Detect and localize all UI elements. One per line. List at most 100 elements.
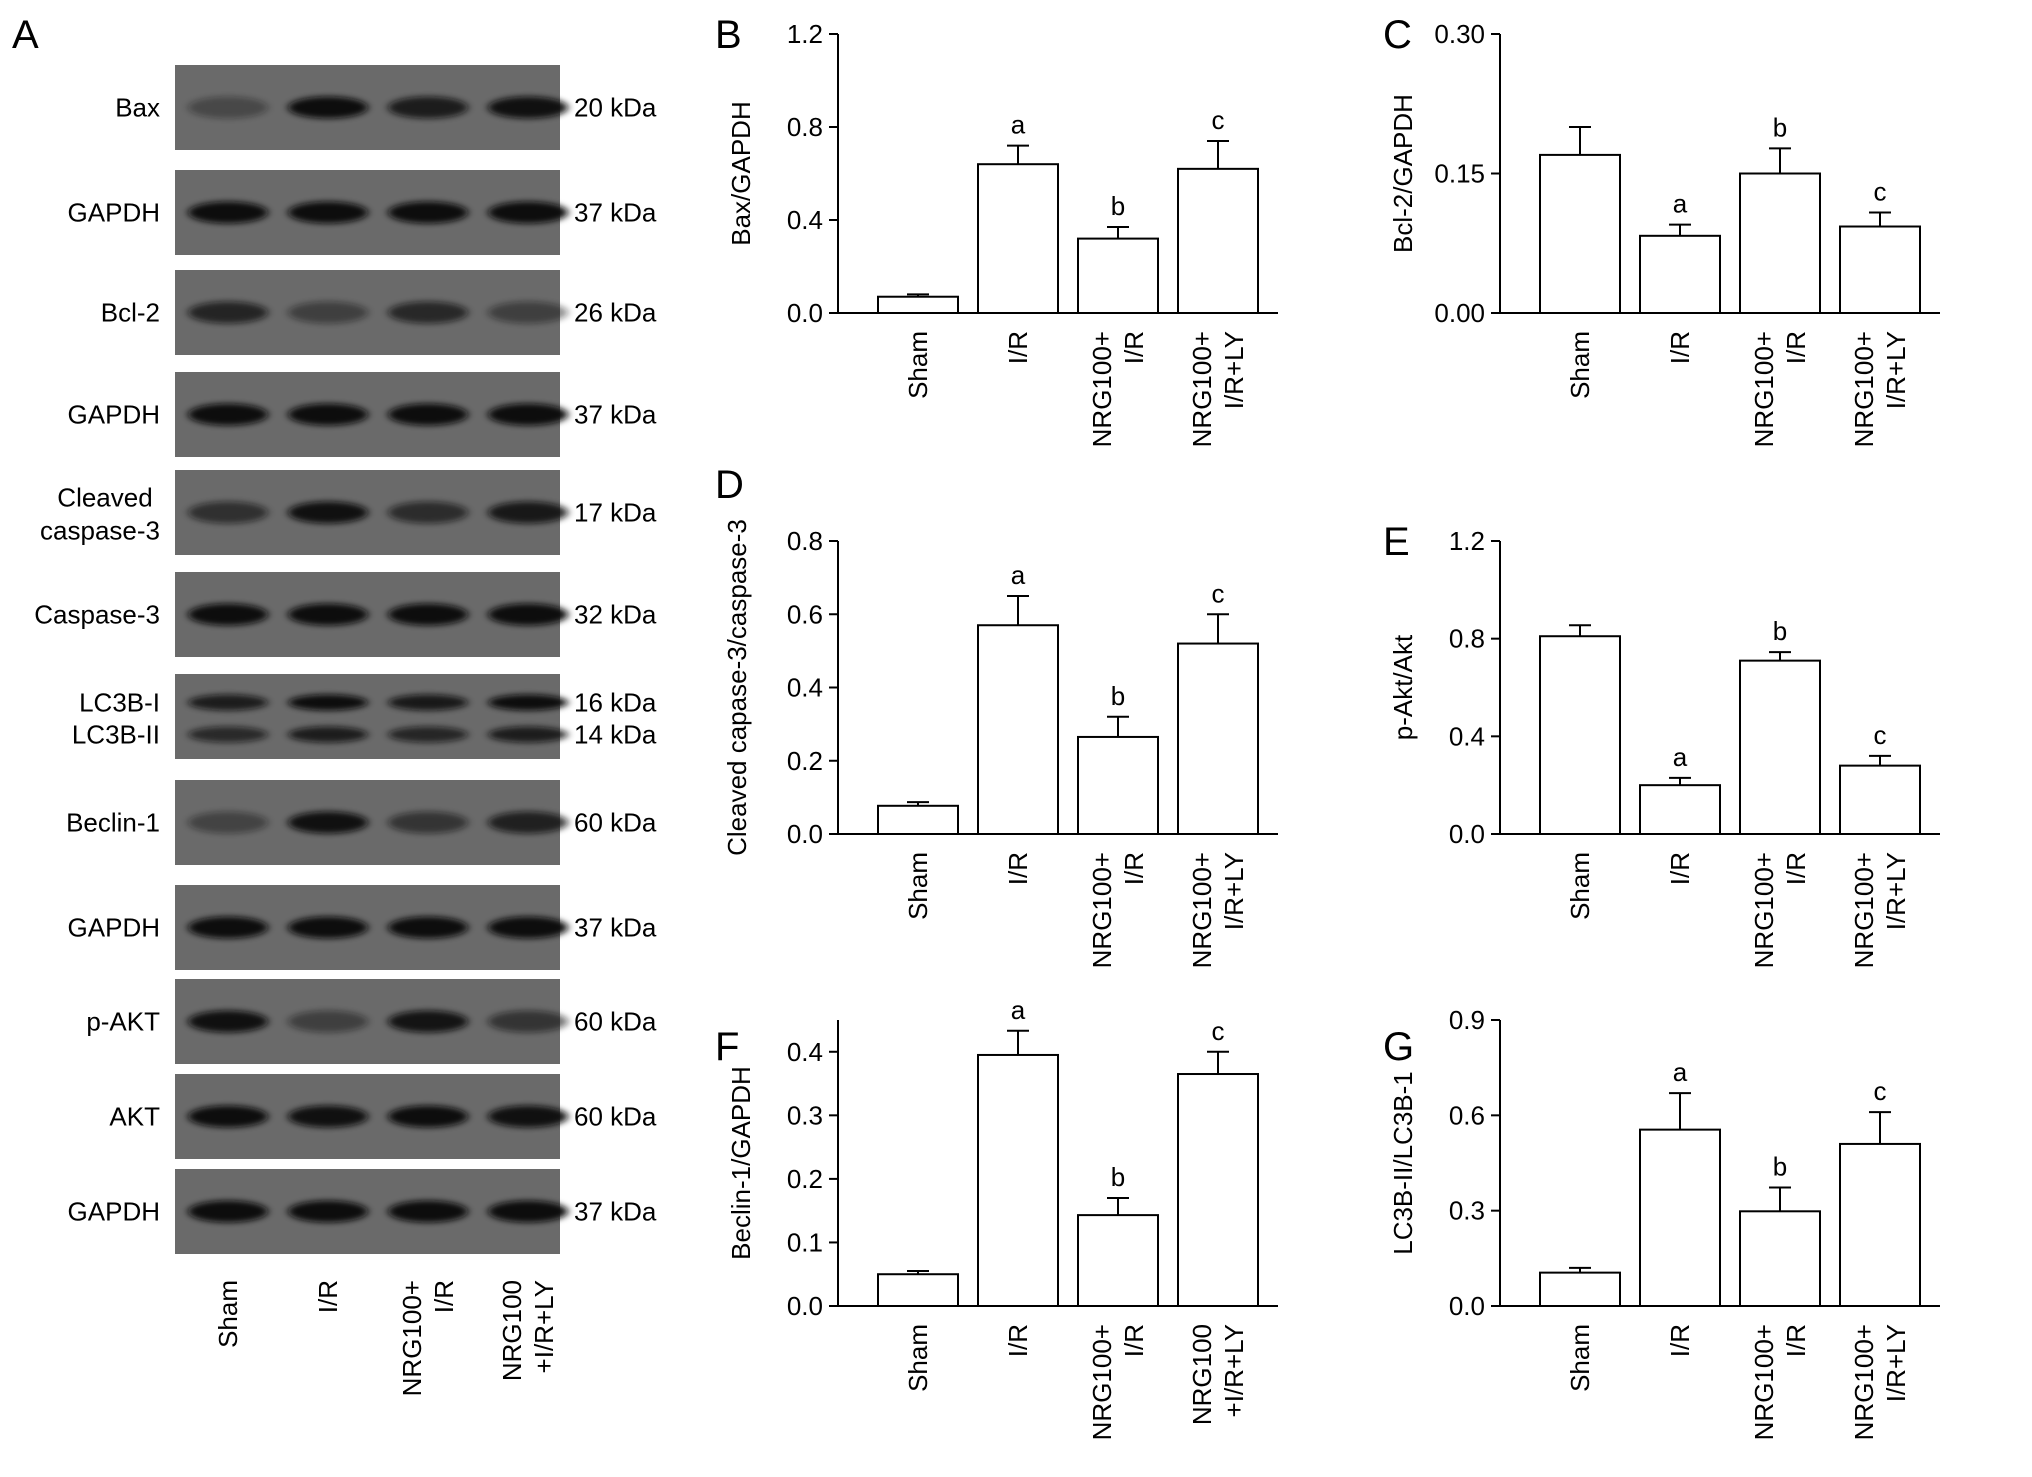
blot-mw-label: 60 kDa [574,1007,657,1037]
y-tick-label: 0.6 [1449,1100,1485,1130]
panel-label: F [715,1025,739,1069]
blot-band [188,201,268,224]
x-category-label: I/R [1665,852,1695,885]
x-category-label: NRG100+ [1849,852,1879,968]
bar [877,804,959,836]
western-blot-panel: Bax 20 kDa GAPDH 37 kDa Bcl-2 26 kDa GAPDH 37 k… [34,65,657,1396]
blot-band [188,694,268,711]
blot-row-label: GAPDH [68,198,160,228]
x-category-label: I/R [1119,852,1149,885]
x-category-label: I/R [1003,1324,1033,1357]
bar [1739,1210,1821,1308]
panel-label: G [1383,1025,1414,1069]
bar [1839,764,1921,836]
y-axis-label: Bcl-2/GAPDH [1388,94,1418,253]
blot-strip [175,470,568,555]
blot-band [288,301,368,324]
significance-label: a [1011,110,1026,140]
y-tick-label: 0.0 [1449,1291,1485,1321]
y-tick-label: 0.0 [787,298,823,328]
bar [1077,1214,1159,1308]
blot-strip [175,170,568,255]
blot-row-label: LC3B-I [79,688,160,718]
blot-mw-label: 60 kDa [574,808,657,838]
x-category-label: I/R+LY [1219,331,1249,409]
blot-mw-label: 37 kDa [574,400,657,430]
blot-band [188,916,268,939]
blot-band [388,201,468,224]
bar [1639,784,1721,836]
blot-row-label: Beclin-1 [66,808,160,838]
y-tick-label: 0.8 [787,526,823,556]
chart-panel-g: G 0.0 0.3 0.6 0.9 LC3B-II/LC3B-1 Sham a I/R b NRG1… [1383,1005,1940,1440]
x-category-label: I/R+LY [1881,1324,1911,1402]
y-tick-label: 1.2 [1449,526,1485,556]
blot-mw-label: 37 kDa [574,198,657,228]
blot-row-label: Caspase-3 [34,600,160,630]
blot-row-label: caspase-3 [40,516,160,546]
blot-band [388,1200,468,1223]
y-tick-label: 0.30 [1434,19,1485,49]
blot-band [288,1200,368,1223]
bar [1539,153,1621,314]
blot-lane-label: NRG100+ [397,1280,427,1396]
y-axis-label: Beclin-1/GAPDH [726,1066,756,1260]
blot-band [488,811,568,834]
x-category-label: I/R [1781,852,1811,885]
blot-mw-label: 17 kDa [574,498,657,528]
x-category-label: I/R [1781,331,1811,364]
significance-label: c [1212,1016,1225,1046]
bar [1739,172,1821,314]
x-category-label: I/R+LY [1881,331,1911,409]
blot-band [488,403,568,426]
blot-band [188,301,268,324]
blot-background [175,674,560,759]
significance-label: a [1011,995,1026,1025]
blot-strip [175,1074,568,1159]
panel-label: D [715,463,744,507]
blot-row-label: GAPDH [68,400,160,430]
y-tick-label: 0.0 [1449,819,1485,849]
blot-band [188,403,268,426]
blot-band [488,603,568,626]
blot-band [388,603,468,626]
significance-label: a [1673,1057,1688,1087]
x-category-label: Sham [1565,1324,1595,1392]
y-tick-label: 0.4 [787,673,823,703]
y-tick-label: 0.2 [787,746,823,776]
blot-band [388,96,468,119]
x-category-label: NRG100+ [1087,852,1117,968]
x-category-label: I/R [1003,331,1033,364]
x-category-label: Sham [1565,852,1595,920]
blot-band [288,201,368,224]
blot-band [288,501,368,524]
x-category-label: Sham [903,1324,933,1392]
x-category-label: NRG100+ [1087,331,1117,447]
bar [1077,237,1159,315]
blot-mw-label: 20 kDa [574,93,657,123]
blot-band [488,694,568,711]
y-tick-label: 0.0 [787,1291,823,1321]
blot-row-label: Bax [115,93,160,123]
x-category-label: +I/R+LY [1219,1324,1249,1417]
blot-row-label: Cleaved [57,483,152,513]
blot-band [288,96,368,119]
blot-mw-label: 16 kDa [574,688,657,718]
chart-panel-c: C 0.00 0.15 0.30 Bcl-2/GAPDH Sham a I/R b NRG100+… [1383,13,1940,447]
blot-band [288,916,368,939]
x-category-label: Sham [903,331,933,399]
blot-band [188,1010,268,1033]
blot-lane-label: I/R [313,1280,343,1313]
blot-strip [175,65,568,150]
blot-band [488,916,568,939]
bar [1177,1073,1259,1307]
blot-band [488,301,568,324]
significance-label: c [1874,177,1887,207]
x-category-label: I/R [1781,1324,1811,1357]
blot-lane-label: +I/R+LY [529,1280,559,1373]
bar [977,163,1059,314]
blot-strip [175,885,568,970]
blot-strip [175,270,568,355]
